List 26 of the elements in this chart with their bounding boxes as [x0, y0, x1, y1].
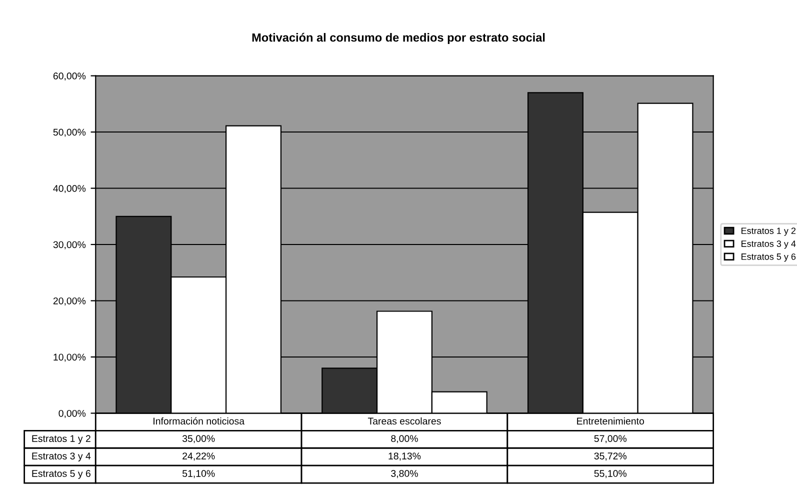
data-label: 35,72%: [594, 452, 627, 461]
legend-label: Estratos 5 y 6: [742, 253, 796, 262]
data-label: 3,80%: [391, 470, 418, 478]
chart-title: Motivación al consumo de medios por estrato social: [252, 32, 545, 44]
y-tick-label: 60,00%: [53, 72, 86, 81]
data-label: 24,22%: [182, 452, 215, 461]
y-tick-label: 40,00%: [53, 185, 86, 194]
data-label: 55,10%: [594, 470, 627, 478]
x-tick-label: Tareas escolares: [368, 417, 441, 425]
text: Estratos 5 y 6: [32, 470, 90, 479]
y-tick-label: 20,00%: [53, 297, 86, 306]
data-label: 51,10%: [182, 470, 215, 478]
text: Estratos 3 y 4: [32, 452, 91, 462]
data-label: 57,00%: [594, 435, 627, 444]
y-tick-label: 10,00%: [54, 354, 86, 362]
data-label: 35,00%: [182, 435, 215, 444]
y-tick-label: 30,00%: [53, 241, 86, 250]
legend-label: Estratos 3 y 4: [742, 240, 796, 249]
x-tick-label: Entretenimiento: [577, 417, 644, 425]
y-tick-label: 0,00%: [58, 410, 86, 418]
x-tick-label: Información noticiosa: [154, 417, 245, 425]
legend-label: Estratos 1 y 2: [742, 228, 796, 236]
data-label: 18,13%: [388, 452, 421, 461]
y-tick-label: 50,00%: [53, 128, 86, 137]
text: Estratos 1 y 2: [32, 435, 90, 444]
data-label: 8,00%: [391, 435, 418, 444]
